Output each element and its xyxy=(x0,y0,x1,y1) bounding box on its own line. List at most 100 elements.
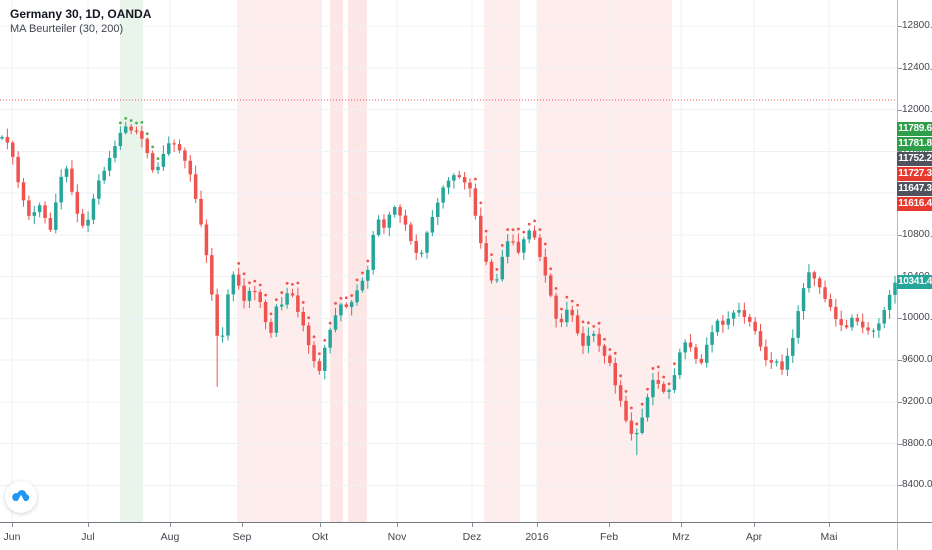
candle-body xyxy=(113,146,117,158)
candle-body xyxy=(812,272,817,279)
candle-body xyxy=(306,325,311,346)
candle-body xyxy=(226,294,230,336)
candle-body xyxy=(167,143,171,154)
bullish-signal-dot xyxy=(151,145,155,149)
candle-body xyxy=(37,205,42,213)
candle-body xyxy=(387,214,392,228)
candle-body xyxy=(791,337,795,356)
time-axis-label: Nov xyxy=(387,531,407,543)
candle-body xyxy=(575,315,580,334)
candle-body xyxy=(651,380,655,398)
candle-body xyxy=(269,322,273,333)
candle-body xyxy=(495,279,499,281)
candle-body xyxy=(446,180,451,188)
candle-body xyxy=(215,294,219,336)
candle-body xyxy=(419,252,424,254)
candle-body xyxy=(597,333,601,346)
time-axis-tickmark xyxy=(170,523,171,527)
bearish-signal-dot xyxy=(479,201,483,205)
bearish-signal-dot xyxy=(630,406,633,410)
candle-body xyxy=(43,205,47,218)
candle-body xyxy=(59,176,63,203)
candle-body xyxy=(640,417,644,433)
signal-band-pink xyxy=(237,0,322,522)
candle-body xyxy=(274,306,279,333)
candle-body xyxy=(565,309,569,323)
price-axis-tickmark xyxy=(898,401,902,403)
bearish-signal-dot xyxy=(533,219,536,223)
candle-body xyxy=(457,175,462,178)
candle-body xyxy=(123,126,128,133)
price-tick-label: 12800.0 xyxy=(902,20,932,31)
candle-body xyxy=(877,323,881,331)
candle-body xyxy=(382,219,386,228)
candle-body xyxy=(430,216,435,233)
candle-body xyxy=(570,309,574,316)
price-axis-tickmark xyxy=(898,109,902,111)
candle-body xyxy=(764,346,768,361)
bearish-signal-dot xyxy=(517,227,520,231)
candle-body xyxy=(156,166,160,171)
bearish-signal-dot xyxy=(673,362,676,366)
bearish-signal-dot xyxy=(624,389,628,393)
price-tick-label: 9600.0 xyxy=(902,354,932,366)
bearish-signal-dot xyxy=(334,301,337,305)
candle-body xyxy=(817,278,822,288)
candle-body xyxy=(279,304,284,307)
bearish-signal-dot xyxy=(484,229,488,233)
candle-body xyxy=(882,309,886,324)
price-axis[interactable]: 8400.08800.09200.09600.010000.010400.010… xyxy=(897,0,932,522)
candle-body xyxy=(667,389,671,392)
candle-body xyxy=(118,132,123,147)
bearish-signal-dot xyxy=(361,271,364,275)
bearish-signal-dot xyxy=(538,228,542,232)
candle-body xyxy=(721,320,725,325)
candle-body xyxy=(737,310,741,313)
candle-body xyxy=(177,144,182,151)
ma-value-label: 11727.3 xyxy=(897,167,932,181)
time-axis[interactable]: Jun Jul Aug Sep Okt Nov Dez 2016 Feb Mrz Apr Mai xyxy=(0,522,932,550)
bearish-signal-dot xyxy=(565,295,569,299)
bearish-signal-dot xyxy=(291,282,294,286)
candle-body xyxy=(522,239,526,253)
candle-body xyxy=(435,202,440,217)
candle-body xyxy=(581,333,585,346)
candle-body xyxy=(376,219,381,235)
bearish-signal-dot xyxy=(581,320,585,324)
bearish-signal-dot xyxy=(264,293,267,297)
candle-body xyxy=(688,342,693,348)
time-axis-label: Mai xyxy=(820,531,838,543)
time-axis-label: Jun xyxy=(3,531,21,543)
candle-body xyxy=(860,321,865,328)
price-tick-label: 8400.0 xyxy=(902,479,932,491)
bullish-signal-dot xyxy=(135,121,138,125)
candle-body xyxy=(220,335,225,337)
bearish-signal-dot xyxy=(608,348,612,351)
indicator-label[interactable]: MA Beurteiler (30, 200) xyxy=(10,23,124,35)
candle-body xyxy=(468,182,472,189)
candle-body xyxy=(323,347,327,371)
candle-body xyxy=(339,304,343,316)
time-axis-label: Feb xyxy=(599,531,619,543)
candle-body xyxy=(290,293,295,296)
tradingview-logo[interactable] xyxy=(5,481,37,513)
candle-body xyxy=(193,174,198,199)
bullish-signal-dot xyxy=(129,119,133,122)
bearish-signal-dot xyxy=(635,422,639,426)
time-axis-tickmark xyxy=(12,523,13,527)
price-tick-label: 12400.0 xyxy=(902,61,932,73)
candle-body xyxy=(188,160,193,175)
candle-body xyxy=(635,432,639,435)
candle-body xyxy=(753,321,757,332)
price-axis-tickmark xyxy=(898,318,902,320)
bearish-signal-dot xyxy=(522,230,526,234)
symbol-title[interactable]: Germany 30, 1D, OANDA xyxy=(10,7,152,21)
price-tick-label: 10000.0 xyxy=(902,312,932,324)
candle-body xyxy=(183,150,187,161)
ma-value-label: 11789.6 xyxy=(897,122,932,136)
candle-body xyxy=(602,345,607,356)
candle-body xyxy=(32,212,37,216)
candle-body xyxy=(414,241,418,253)
